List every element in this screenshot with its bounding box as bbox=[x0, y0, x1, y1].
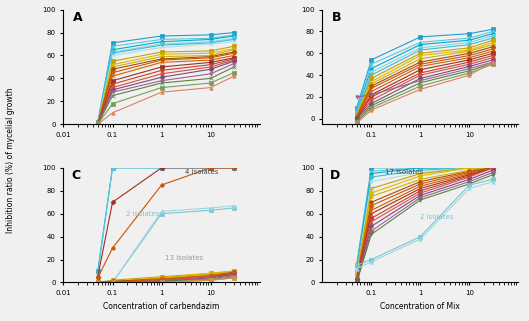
X-axis label: Concentration of carbendazim: Concentration of carbendazim bbox=[103, 302, 220, 311]
Text: C: C bbox=[71, 169, 80, 182]
Text: 4 isolates: 4 isolates bbox=[185, 169, 218, 175]
Text: Inhibition ratio (%) of mycelial growth: Inhibition ratio (%) of mycelial growth bbox=[6, 88, 15, 233]
Text: A: A bbox=[74, 11, 83, 24]
Text: D: D bbox=[330, 169, 341, 182]
Text: 17 isolates: 17 isolates bbox=[385, 169, 423, 175]
Text: 2 isolates: 2 isolates bbox=[126, 211, 160, 217]
X-axis label: Concentration of Mix: Concentration of Mix bbox=[380, 302, 460, 311]
Text: B: B bbox=[332, 11, 342, 24]
Text: 2 isolates: 2 isolates bbox=[421, 214, 454, 221]
Text: 13 isolates: 13 isolates bbox=[166, 255, 204, 261]
